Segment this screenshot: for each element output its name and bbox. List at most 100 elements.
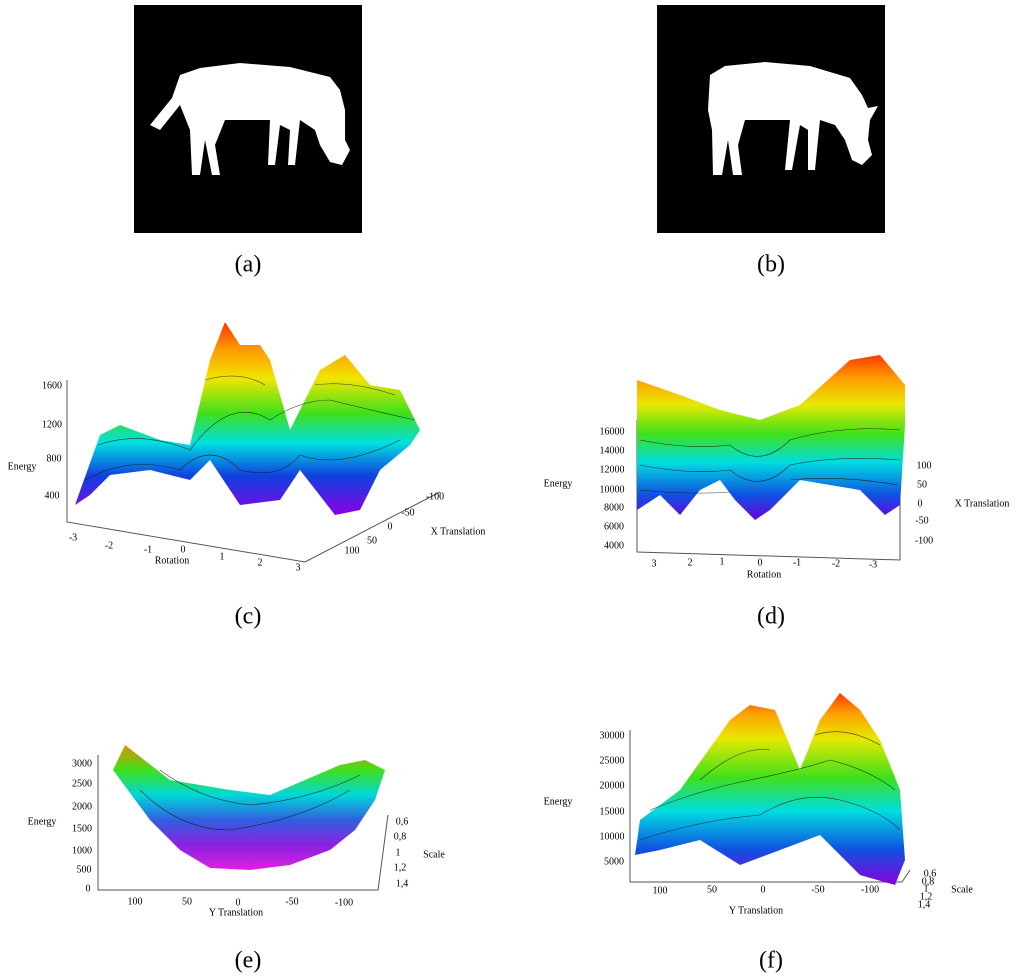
tick-label: 50 (182, 896, 192, 907)
tick-label: 1 (220, 551, 225, 562)
tick-label: -50 (285, 896, 298, 907)
tick-label: -50 (401, 507, 414, 518)
tick-label: 1,4 (918, 899, 931, 910)
axis-box (629, 730, 911, 883)
tick-label: 500 (77, 864, 92, 875)
tick-label: -1 (144, 544, 152, 555)
tick-label: 0 (761, 884, 766, 895)
surface (75, 322, 420, 515)
tick-label: 25000 (600, 755, 625, 766)
tick-label: 1600 (42, 380, 62, 391)
silhouette (708, 62, 878, 175)
tick-label: -1 (793, 557, 801, 568)
tick-label: 1 (396, 847, 401, 858)
tick-label: -100 (915, 535, 933, 546)
tick-label: 100 (917, 460, 932, 471)
axis-label: Y Translation (729, 905, 783, 916)
tick-label: 15000 (600, 806, 625, 817)
tick-label: 800 (47, 453, 62, 464)
axis-label: Rotation (747, 569, 781, 580)
contour (639, 428, 901, 457)
surface-plot-f (629, 693, 911, 885)
axis-label: X Translation (955, 498, 1010, 509)
axis-label: Energy (28, 816, 57, 827)
tick-label: -50 (811, 884, 824, 895)
tick-label: 50 (707, 884, 717, 895)
tick-label: 16000 (600, 426, 625, 437)
tick-label: 0 (236, 897, 241, 908)
tick-label: 0,8 (394, 831, 407, 842)
tick-label: 0 (388, 521, 393, 532)
contour (139, 769, 361, 831)
tick-label: 400 (45, 490, 60, 501)
surface (635, 693, 905, 885)
surface-plot-c (66, 322, 441, 563)
tick-label: 1 (924, 883, 929, 894)
tick-label: -3 (869, 559, 877, 570)
surface-plot-d (636, 355, 905, 561)
tick-label: 1000 (72, 845, 92, 856)
tick-label: -3 (69, 532, 77, 543)
tick-label: 3 (652, 558, 657, 569)
axis-box (66, 380, 441, 563)
tick-label: 5000 (604, 856, 624, 867)
tick-label: 2 (688, 557, 693, 568)
tick-label: 1 (720, 556, 725, 567)
tick-label: 8000 (604, 502, 624, 513)
surface (113, 745, 385, 870)
tick-label: 0 (86, 883, 91, 894)
tick-label: -50 (915, 515, 928, 526)
axis-label: Scale (423, 849, 445, 860)
tick-label: 1500 (72, 823, 92, 834)
tick-label: -100 (335, 897, 353, 908)
tick-label: 0 (181, 544, 186, 555)
contour (649, 759, 896, 811)
tick-label: 0,8 (922, 876, 935, 887)
axis-label: Energy (544, 478, 573, 489)
tick-label: 2000 (72, 801, 92, 812)
contour (699, 731, 881, 781)
tick-label: 6000 (604, 521, 624, 532)
axis-label: Y Translation (209, 907, 263, 918)
tick-label: 1200 (42, 419, 62, 430)
tick-label: 2500 (72, 778, 92, 789)
tick-label: 20000 (600, 780, 625, 791)
axis-label: X Translation (431, 526, 486, 537)
tick-label: 0 (918, 498, 923, 509)
caption: (e) (235, 948, 262, 974)
contour (97, 399, 416, 451)
caption: (f) (759, 948, 783, 974)
caption: (b) (757, 252, 785, 278)
tick-label: 10000 (600, 831, 625, 842)
tick-label: 12000 (600, 464, 625, 475)
tick-label: 1,2 (920, 891, 933, 902)
tick-label: 50 (917, 479, 927, 490)
tick-label: 0,6 (924, 868, 937, 879)
tick-label: 14000 (600, 445, 625, 456)
tick-label: 2 (258, 557, 263, 568)
contour (204, 375, 396, 396)
tick-label: -100 (426, 491, 444, 502)
tick-label: 3 (296, 562, 301, 573)
tick-label: -2 (832, 558, 840, 569)
axis-label: Energy (544, 796, 573, 807)
caption: (a) (235, 252, 262, 278)
tick-label: 1,2 (394, 862, 407, 873)
tick-label: 100 (653, 885, 668, 896)
tick-label: -100 (861, 884, 879, 895)
axis-label: Scale (951, 884, 973, 895)
tick-label: 3000 (72, 758, 92, 769)
tick-label: 4000 (604, 540, 624, 551)
silhouette (150, 63, 350, 175)
contour (639, 478, 899, 494)
tick-label: 50 (367, 535, 377, 546)
tick-label: 100 (128, 896, 143, 907)
axis-box (97, 755, 389, 891)
surface-plot-e (97, 745, 389, 891)
contour (84, 439, 401, 481)
contour (639, 458, 901, 482)
contour (639, 796, 901, 841)
tick-label: -2 (105, 540, 113, 551)
tick-label: 30000 (600, 730, 625, 741)
